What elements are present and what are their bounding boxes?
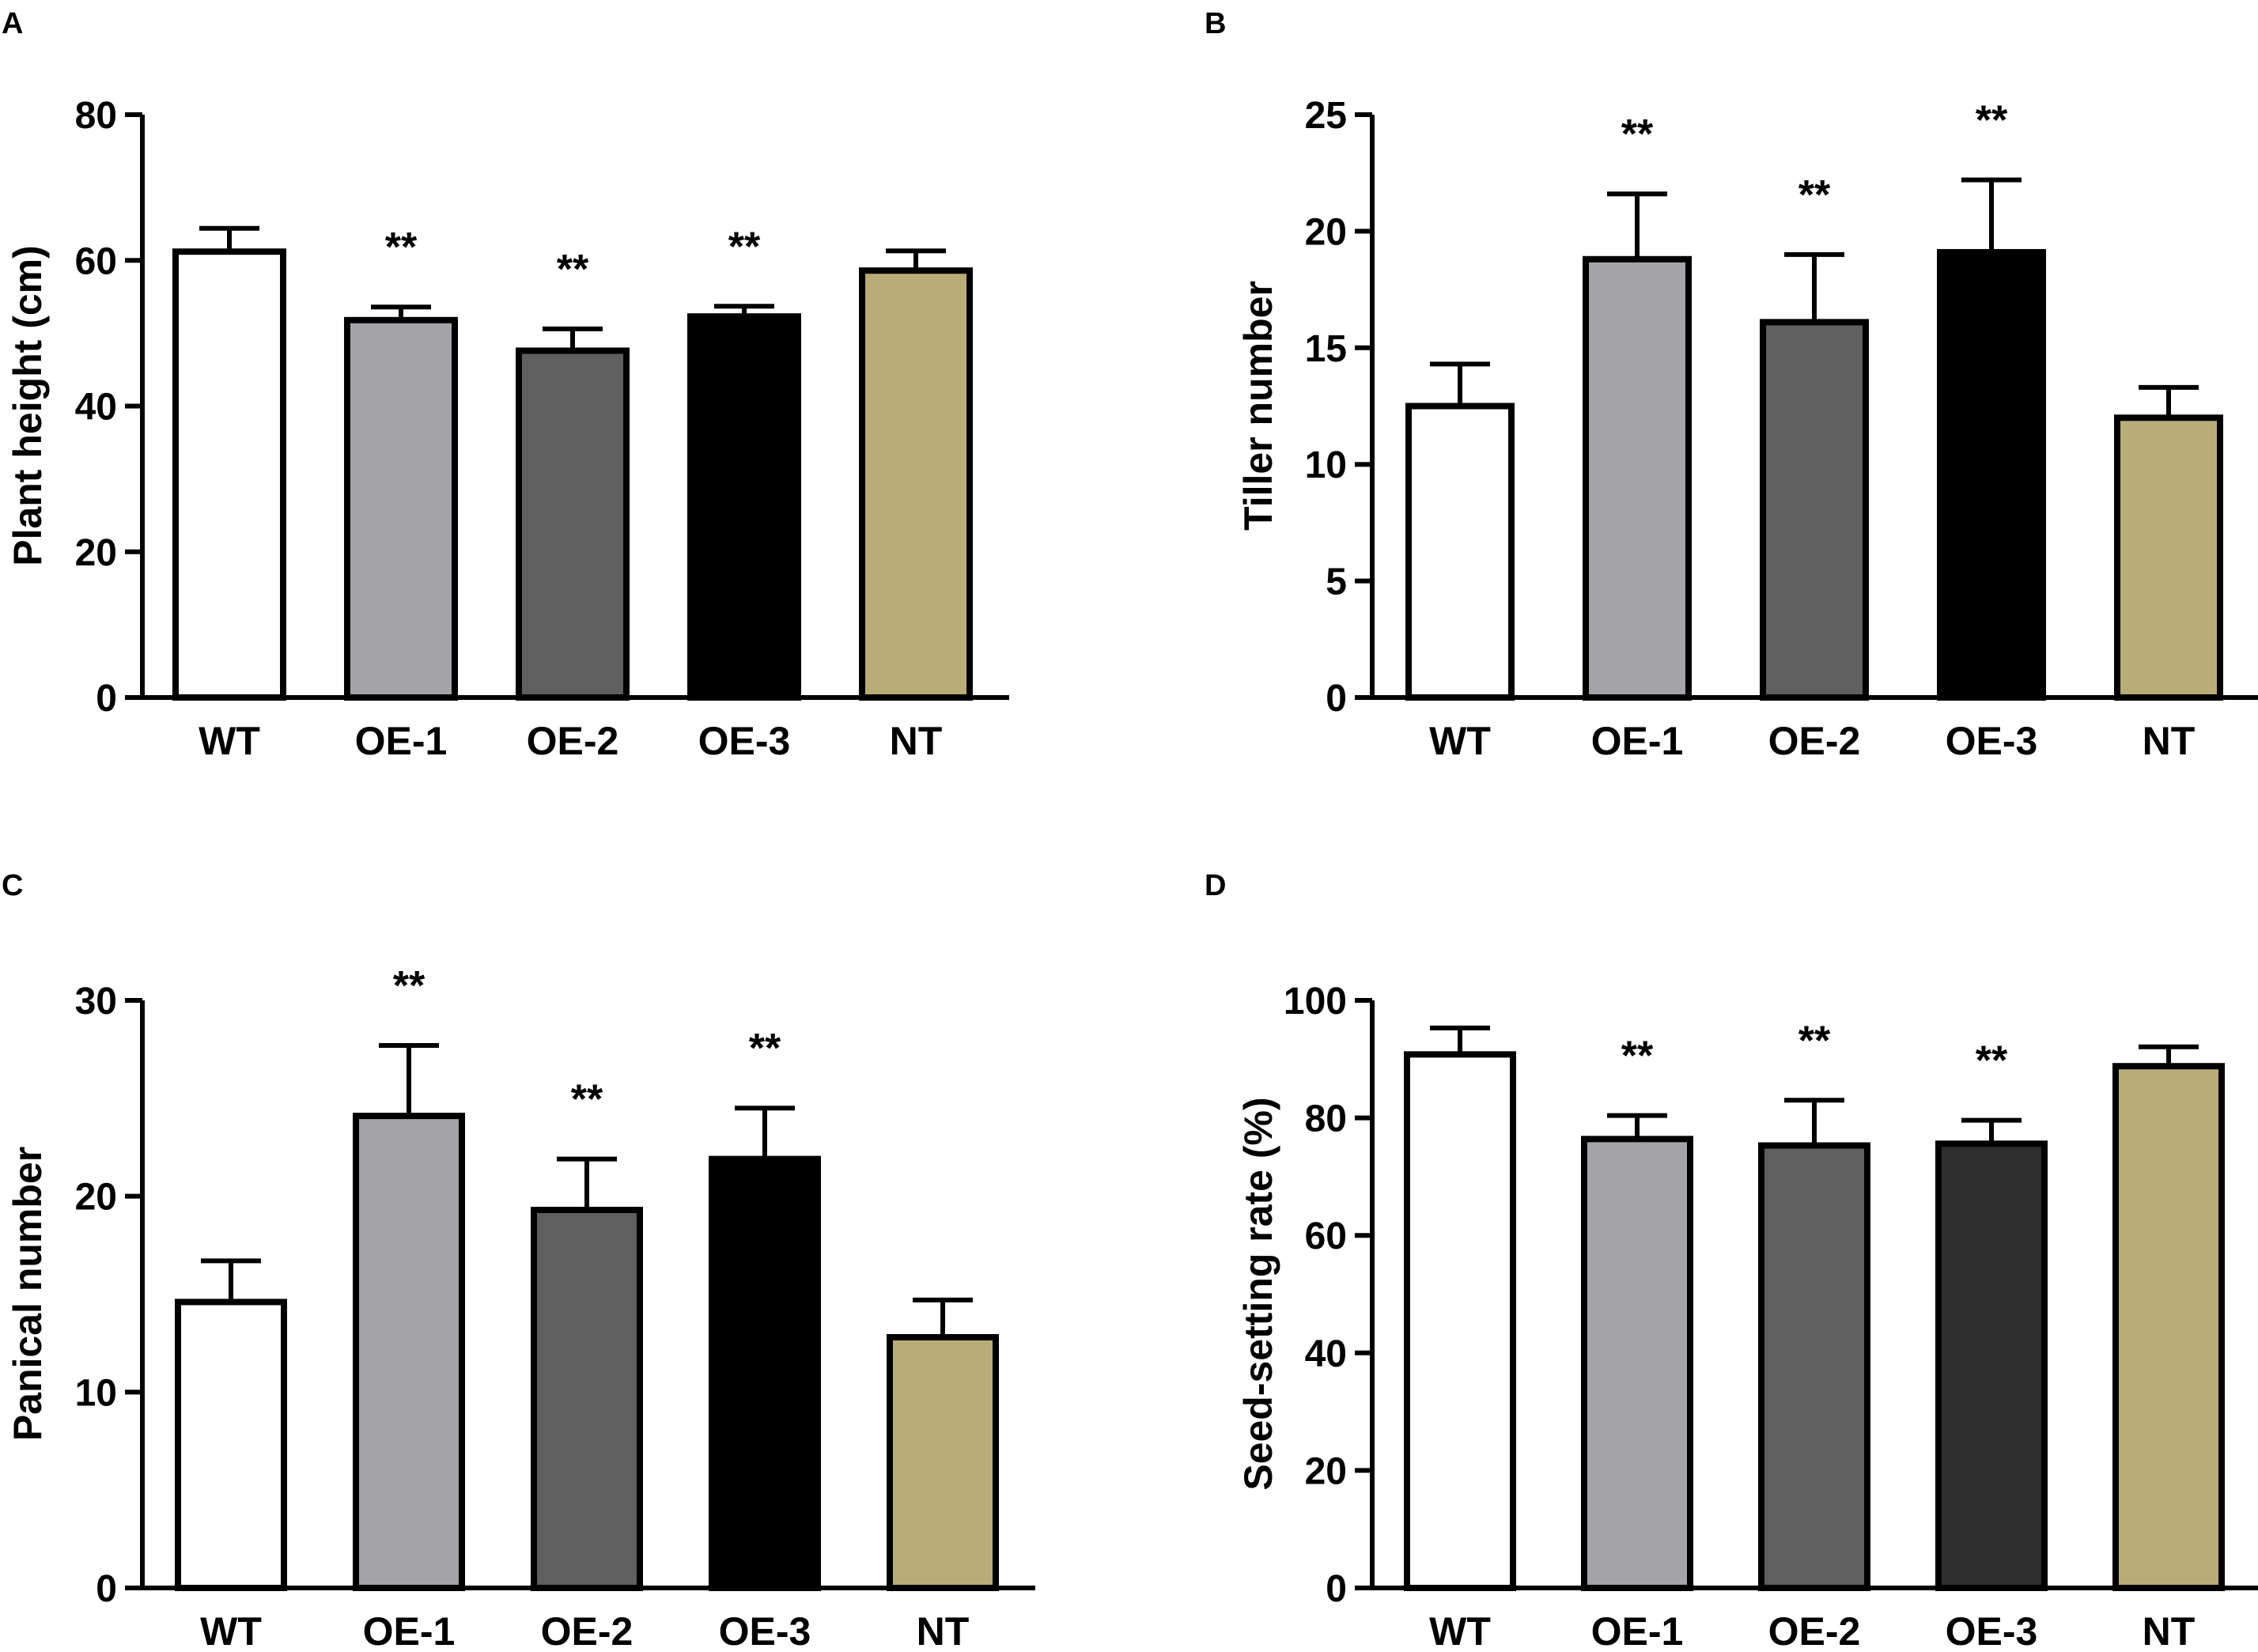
x-tick-label: OE-1	[363, 1609, 456, 1652]
y-tick-label: 80	[75, 95, 117, 137]
significance-label: **	[1976, 98, 2008, 144]
y-axis-label: Panical number	[6, 1147, 50, 1441]
bar-OE-3	[687, 313, 801, 701]
x-tick-label: OE-3	[698, 719, 791, 763]
panel-letter: D	[1205, 869, 1226, 902]
x-tick-label: OE-3	[1946, 1609, 2038, 1652]
y-tick-label: 20	[75, 532, 117, 574]
significance-label: **	[728, 224, 761, 270]
significance-label: **	[393, 963, 426, 1009]
y-tick-label: 60	[1305, 1215, 1347, 1257]
x-tick-label: OE-3	[1946, 719, 2038, 763]
y-axis-label: Seed-setting rate (%)	[1236, 1097, 1280, 1490]
y-tick-label: 5	[1326, 561, 1347, 603]
bar-OE-3	[1937, 248, 2046, 701]
x-tick-label: OE-2	[541, 1609, 634, 1652]
x-tick-label: NT	[890, 719, 943, 763]
significance-label: **	[385, 225, 418, 270]
x-tick-label: WT	[200, 1609, 262, 1652]
x-tick-label: OE-1	[1591, 1609, 1684, 1652]
bar-OE-1	[344, 316, 458, 701]
x-tick-label: WT	[1429, 719, 1491, 763]
y-axis-label: Plant height (cm)	[6, 245, 50, 566]
y-tick-label: 40	[1305, 1333, 1347, 1375]
x-tick-label: WT	[1429, 1609, 1491, 1652]
x-tick-label: NT	[917, 1609, 970, 1652]
bar-OE-1	[353, 1113, 465, 1591]
y-tick-label: 10	[75, 1372, 117, 1414]
y-tick-label: 0	[1326, 678, 1347, 720]
x-tick-label: NT	[2143, 1609, 2196, 1652]
y-tick-label: 20	[1305, 211, 1347, 253]
x-tick-label: OE-2	[527, 719, 619, 763]
y-tick-label: 30	[75, 981, 117, 1023]
bar-WT	[172, 248, 286, 701]
significance-label: **	[1798, 1018, 1831, 1064]
x-tick-label: OE-1	[1591, 719, 1684, 763]
x-tick-label: OE-2	[1768, 1609, 1861, 1652]
y-tick-label: 100	[1284, 981, 1347, 1023]
bar-WT	[1404, 1051, 1516, 1591]
bar-OE-2	[516, 347, 630, 701]
x-tick-label: OE-2	[1768, 719, 1861, 763]
bar-NT	[2112, 1063, 2225, 1591]
significance-label: **	[1621, 1034, 1654, 1079]
panel-C: C Panical number 0 10 20 30 WT OE-1 ** OE-2 ** OE-3…	[2, 869, 1035, 1652]
bar-WT	[1405, 403, 1515, 701]
x-tick-label: OE-1	[355, 719, 448, 763]
bar-WT	[175, 1299, 287, 1591]
y-tick-label: 0	[1326, 1568, 1347, 1610]
panel-A: A Plant height (cm) 0 20 40 60 80 WT OE-1 ** OE-2 *…	[2, 7, 1009, 763]
x-tick-label: WT	[199, 719, 260, 763]
panel-letter: A	[2, 7, 23, 40]
y-tick-label: 20	[1305, 1450, 1347, 1492]
bar-OE-3	[1935, 1140, 2048, 1591]
x-tick-label: NT	[2143, 719, 2196, 763]
significance-label: **	[1798, 172, 1831, 218]
bar-OE-2	[1760, 319, 1869, 701]
bar-NT	[2114, 414, 2223, 701]
bar-NT	[887, 1333, 999, 1592]
bar-OE-1	[1581, 1136, 1693, 1591]
y-tick-label: 20	[75, 1177, 117, 1219]
y-tick-label: 25	[1305, 95, 1347, 137]
y-tick-label: 0	[96, 1568, 117, 1610]
y-tick-label: 80	[1305, 1098, 1347, 1140]
significance-label: **	[1621, 112, 1654, 157]
panel-letter: C	[2, 869, 23, 902]
bar-OE-2	[531, 1207, 643, 1591]
significance-label: **	[571, 1077, 603, 1123]
y-tick-label: 0	[96, 678, 117, 720]
panel-B: B Tiller number 0 5 10 15 20 25 WT OE-1 ** OE-2 ** OE…	[1205, 7, 2258, 763]
panel-D: D Seed-setting rate (%) 0 20 40 60 80 100 WT OE-1…	[1205, 869, 2258, 1652]
y-tick-label: 15	[1305, 328, 1347, 370]
significance-label: **	[1976, 1038, 2008, 1084]
panel-letter: B	[1205, 7, 1226, 40]
bar-OE-3	[709, 1155, 821, 1591]
bar-OE-2	[1758, 1142, 1870, 1591]
x-tick-label: OE-3	[719, 1609, 811, 1652]
y-axis-label: Tiller number	[1236, 281, 1280, 531]
y-tick-label: 40	[75, 387, 117, 429]
y-tick-label: 10	[1305, 444, 1347, 486]
y-tick-label: 60	[75, 240, 117, 282]
significance-label: **	[557, 247, 589, 293]
bar-OE-1	[1583, 255, 1692, 701]
significance-label: **	[749, 1026, 781, 1072]
bar-NT	[859, 267, 973, 701]
